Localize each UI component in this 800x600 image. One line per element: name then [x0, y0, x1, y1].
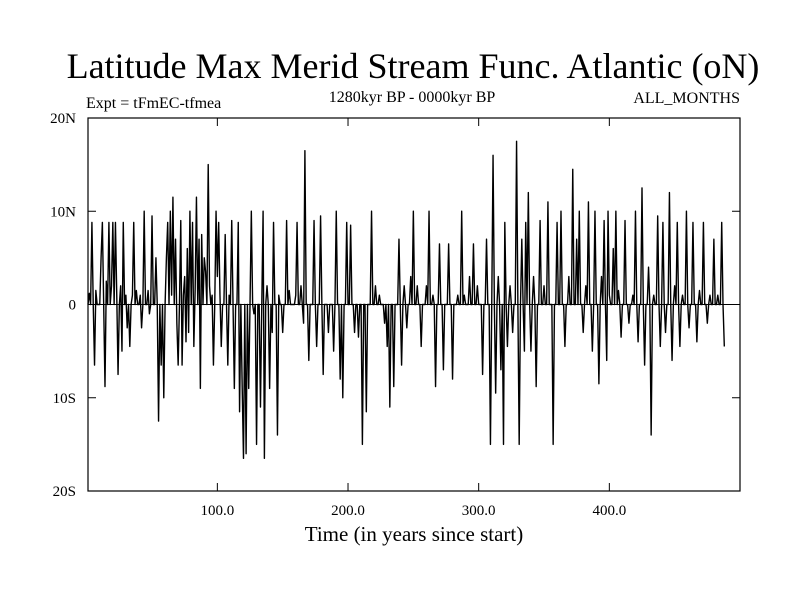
y-tick-label: 10N: [50, 204, 76, 220]
experiment-label: Expt = tFmEC-tfmea: [86, 95, 221, 112]
y-tick-label: 0: [69, 298, 77, 314]
series-line: [87, 140, 726, 460]
x-tick-label: 300.0: [462, 503, 496, 519]
x-axis-label: Time (in years since start): [305, 522, 524, 546]
y-axis: 20N 10N 0 10S 20S: [50, 111, 740, 500]
y-tick-label: 10S: [53, 391, 76, 407]
x-tick-label: 400.0: [592, 503, 626, 519]
x-tick-label: 200.0: [331, 503, 365, 519]
y-tick-label: 20N: [50, 111, 76, 127]
months-label: ALL_MONTHS: [633, 90, 740, 107]
chart-title: Latitude Max Merid Stream Func. Atlantic…: [67, 46, 760, 86]
x-axis: 100.0 200.0 300.0 400.0: [200, 118, 626, 519]
time-range-label: 1280kyr BP - 0000kyr BP: [329, 89, 496, 106]
x-tick-label: 100.0: [200, 503, 234, 519]
y-tick-label: 20S: [53, 484, 76, 500]
